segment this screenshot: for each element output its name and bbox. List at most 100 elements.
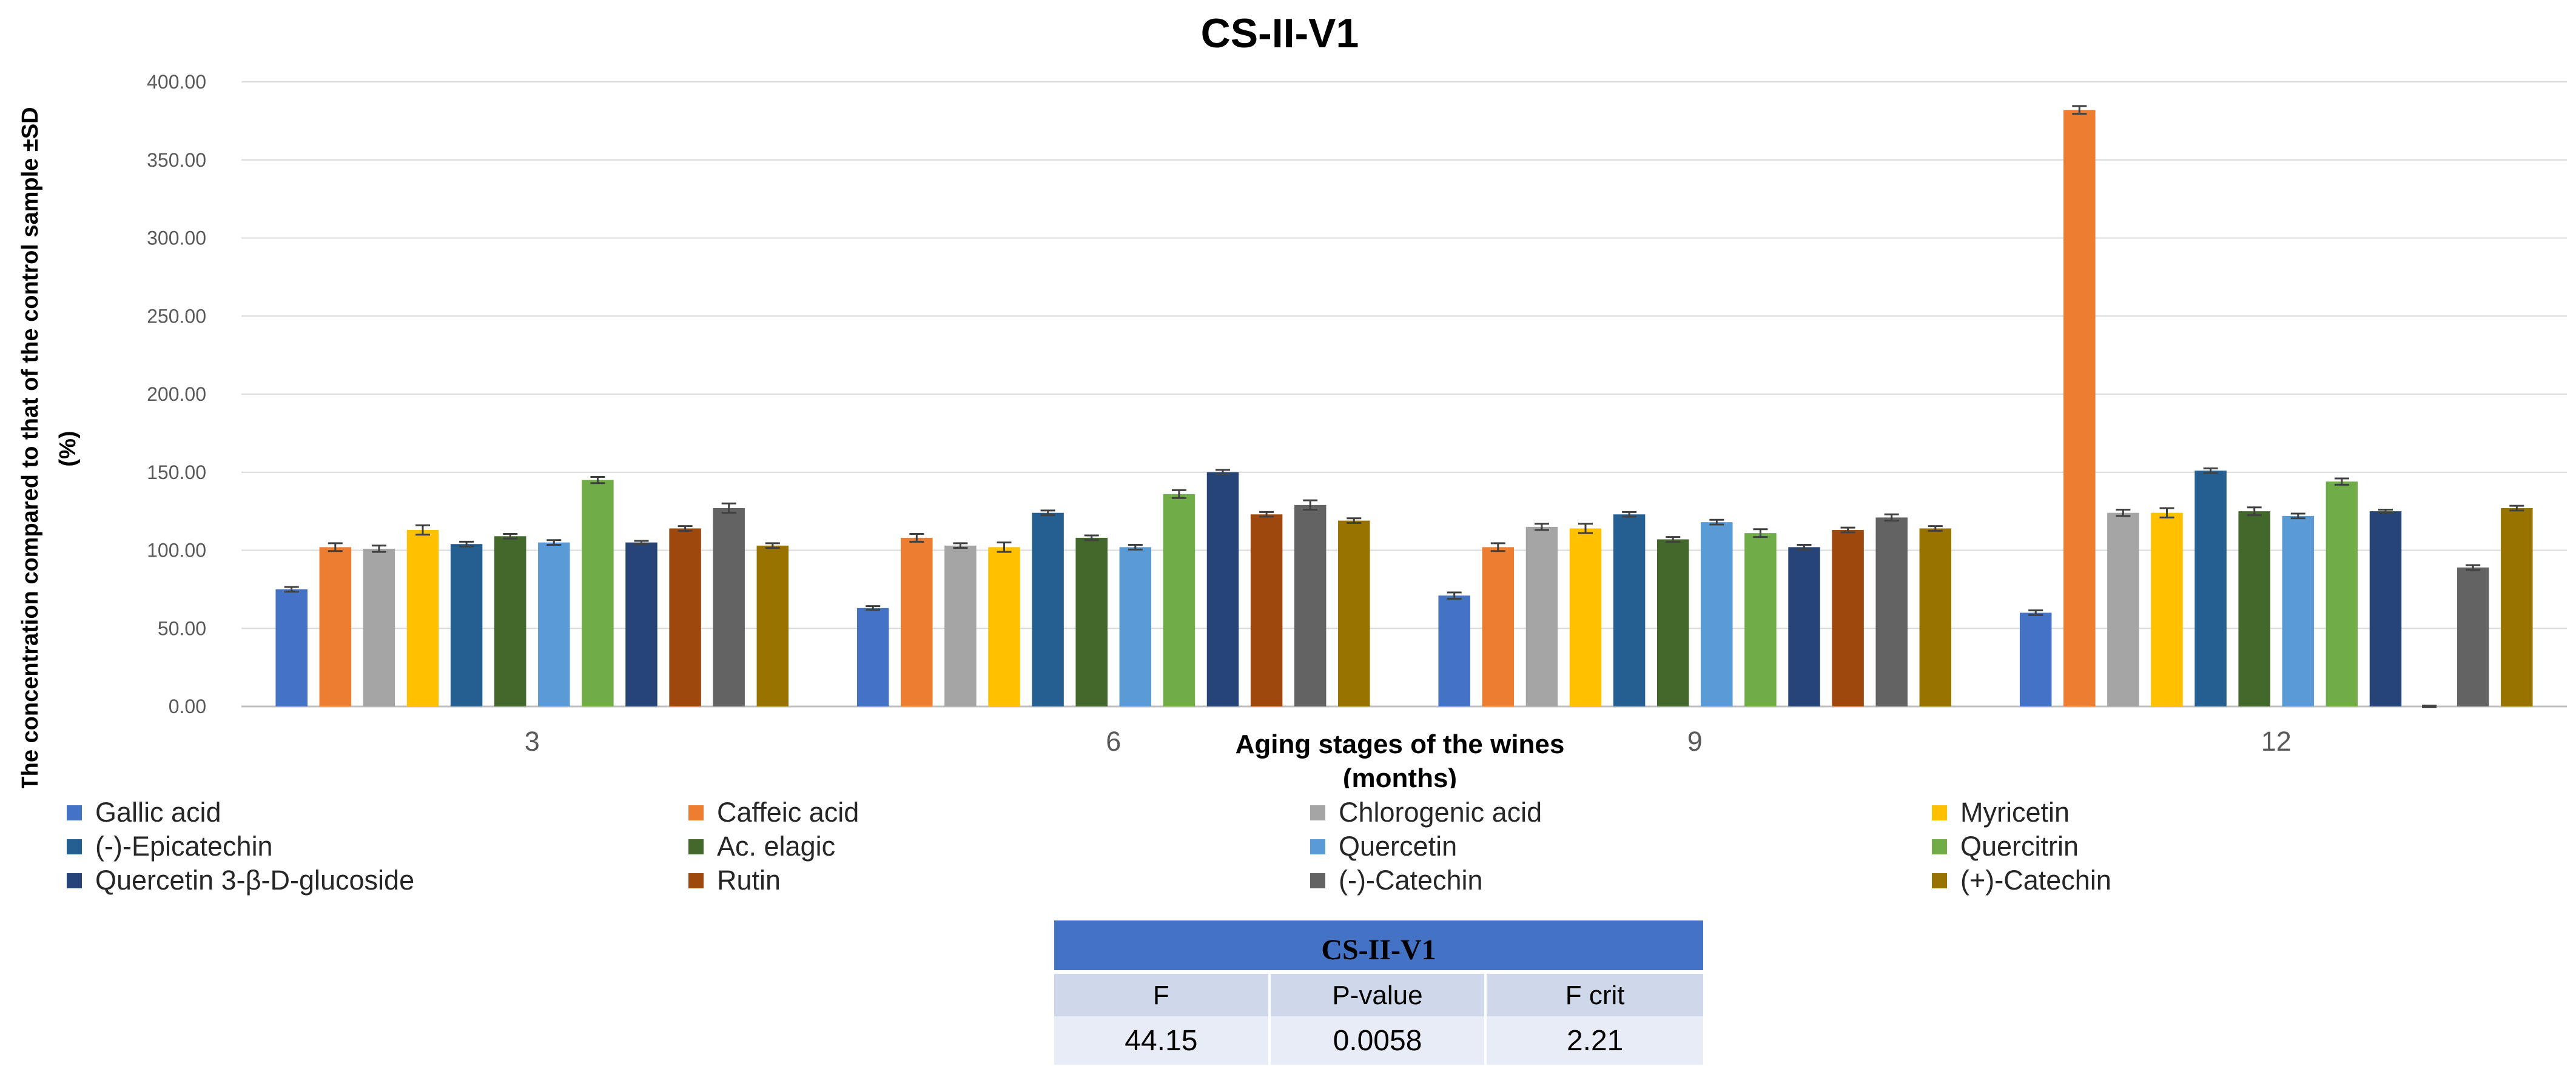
- error-bar: [997, 541, 1012, 553]
- y-tick-label: 400.00: [147, 71, 206, 93]
- legend-swatch: [1310, 873, 1325, 888]
- legend-swatch: [67, 805, 82, 820]
- error-bar: [459, 540, 474, 548]
- bar: [1032, 512, 1064, 706]
- error-bar: [1259, 511, 1274, 518]
- error-bar: [2116, 509, 2131, 517]
- bar: [2238, 511, 2270, 706]
- error-bar: [634, 540, 649, 545]
- legend-swatch: [1310, 839, 1325, 854]
- legend-item: Chlorogenic acid: [1310, 797, 1932, 828]
- error-bar: [1884, 513, 1899, 522]
- stats-header-f: F: [1054, 974, 1271, 1016]
- bar: [1832, 530, 1864, 706]
- legend-item: Caffeic acid: [688, 797, 1310, 828]
- error-bar: [2378, 509, 2393, 514]
- bar: [1919, 528, 1952, 706]
- legend-item: Ac. elagic: [688, 831, 1310, 862]
- bar: [1482, 547, 1515, 706]
- legend-label: Quercetin: [1339, 831, 1458, 862]
- bar: [1338, 520, 1370, 706]
- y-tick-label: 200.00: [147, 383, 206, 405]
- legend-label: (+)-Catechin: [1960, 865, 2111, 896]
- error-bars: [284, 105, 2524, 708]
- error-bar: [1753, 528, 1768, 538]
- bar: [363, 548, 395, 706]
- bar: [2457, 567, 2489, 706]
- bar: [2501, 508, 2533, 706]
- legend-swatch: [1932, 873, 1947, 888]
- error-bar: [866, 605, 881, 611]
- legend-label: Caffeic acid: [717, 797, 859, 828]
- y-tick-label: 50.00: [158, 617, 206, 639]
- error-bar: [2509, 505, 2524, 512]
- error-bar: [1084, 534, 1099, 541]
- x-axis-label: Aging stages of the wines (months): [1236, 729, 1565, 788]
- bar: [756, 545, 789, 706]
- bar: [2325, 481, 2358, 706]
- bar: [1569, 528, 1602, 706]
- y-axis-label: The concentration compared to that of th…: [18, 107, 81, 788]
- y-axis-tick-labels: 0.00 50.00 100.00 150.00 200.00 250.00 300.00 3…: [147, 71, 206, 717]
- y-tick-label: 250.00: [147, 305, 206, 327]
- legend-swatch: [1932, 805, 1947, 820]
- legend-label: Quercitrin: [1960, 831, 2079, 862]
- error-bar: [284, 586, 299, 593]
- legend: Gallic acid Caffeic acid Chlorogenic acid M…: [67, 797, 2554, 896]
- x-axis-title-line: Aging stages of the wines: [1236, 729, 1565, 759]
- stats-table-header-row: F P-value F crit: [1054, 970, 1703, 1016]
- error-bar: [1622, 511, 1637, 518]
- legend-item: (+)-Catechin: [1932, 865, 2554, 896]
- stats-header-p-value: P-value: [1270, 974, 1487, 1016]
- bar: [988, 547, 1020, 706]
- legend-swatch: [688, 805, 704, 820]
- bar: [494, 536, 526, 706]
- y-tick-label: 300.00: [147, 227, 206, 249]
- bar: [1875, 517, 1908, 706]
- bar: [1744, 533, 1777, 706]
- legend-item: (-)-Epicatechin: [67, 831, 688, 862]
- y-tick-label: 0.00: [169, 696, 206, 717]
- error-bar: [2203, 467, 2218, 474]
- y-axis-title-line: (%): [55, 431, 81, 466]
- legend-swatch: [67, 873, 82, 888]
- bars: [275, 110, 2533, 707]
- bar: [450, 544, 483, 706]
- error-bar: [1578, 523, 1593, 534]
- stats-value-f: 44.15: [1054, 1016, 1271, 1065]
- y-axis-title-line: The concentration compared to that of th…: [18, 107, 43, 788]
- stats-value-p-value: 0.0058: [1270, 1016, 1487, 1065]
- bar: [713, 508, 745, 706]
- legend-item: Rutin: [688, 865, 1310, 896]
- bar: [2063, 110, 2096, 707]
- legend-label: Myricetin: [1960, 797, 2070, 828]
- bar: [856, 608, 889, 706]
- error-bar: [721, 502, 736, 514]
- bar: [1206, 472, 1239, 706]
- x-tick-label: 3: [525, 726, 540, 757]
- bar: [1525, 526, 1558, 706]
- error-bar: [546, 539, 562, 546]
- bar: [2151, 512, 2183, 706]
- error-bar: [1216, 469, 1230, 476]
- error-bar: [328, 542, 343, 552]
- error-bar: [2072, 105, 2087, 115]
- error-bar: [1447, 591, 1462, 600]
- x-tick-label: 6: [1106, 726, 1121, 757]
- bar: [1613, 514, 1646, 706]
- legend-label: (-)-Catechin: [1339, 865, 1483, 896]
- x-tick-label: 12: [2261, 726, 2292, 757]
- x-axis-tick-labels: 3 6 9 12: [525, 726, 2292, 757]
- error-bar: [590, 475, 605, 484]
- error-bar: [2422, 705, 2437, 708]
- bar: [944, 545, 977, 706]
- legend-item: Quercetin 3-β-D-glucoside: [67, 865, 688, 896]
- bar: [1438, 595, 1470, 706]
- bar: [2282, 515, 2315, 706]
- legend-swatch: [688, 839, 704, 854]
- legend-label: Gallic acid: [95, 797, 221, 828]
- error-bar: [371, 545, 386, 553]
- legend-swatch: [1932, 839, 1947, 854]
- y-tick-label: 350.00: [147, 149, 206, 171]
- y-tick-label: 100.00: [147, 540, 206, 561]
